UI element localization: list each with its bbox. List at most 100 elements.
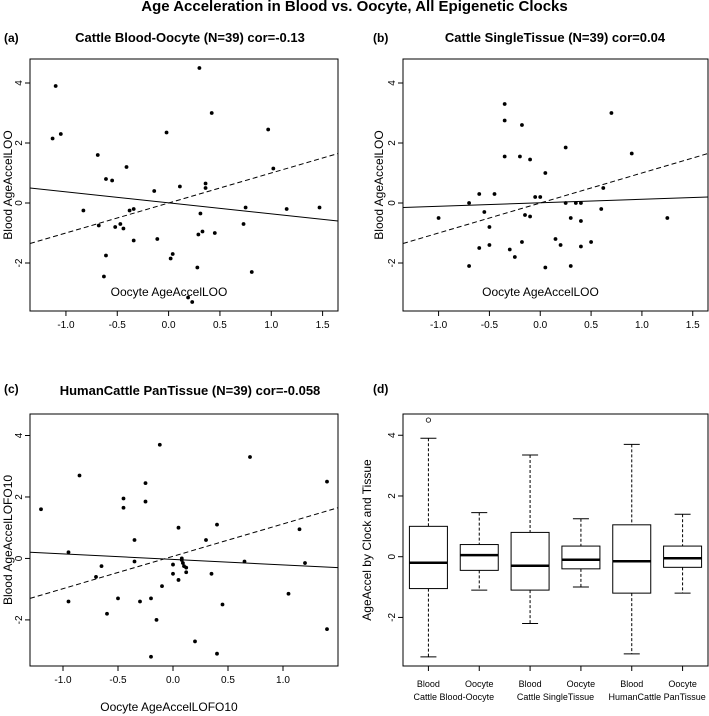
panel-c-point <box>209 571 214 576</box>
panel-a-point <box>95 153 100 157</box>
panel-a-point <box>196 232 201 237</box>
panel-a-point <box>203 181 208 186</box>
panel-a-xlabel: Oocyte AgeAccelLOO <box>111 285 228 299</box>
panel-a-point <box>198 211 203 216</box>
panel-a-point <box>168 256 173 261</box>
panel-a-identity-line <box>30 153 338 244</box>
panel-a-frame <box>29 58 339 312</box>
panel-b-point <box>579 244 583 249</box>
panel-c-point <box>303 561 307 565</box>
panel-c-point <box>154 618 159 622</box>
panel-c-point <box>116 596 120 601</box>
panel-b-point <box>558 243 563 247</box>
panel-a-point <box>186 295 191 300</box>
panel-d-box <box>663 545 703 568</box>
panel-a-point <box>177 184 182 189</box>
panel-b-point <box>436 216 441 220</box>
panel-c-point <box>94 574 98 579</box>
panel-c-point <box>204 538 208 542</box>
panel-b-identity-line <box>403 153 708 244</box>
panel-d-ylabel: AgeAccel by Clock and Tissue <box>360 459 374 621</box>
panel-b-point <box>502 102 507 106</box>
panel-c-xtick-label: 0.0 <box>166 675 180 686</box>
panel-d-box <box>459 544 499 571</box>
panel-b-point <box>477 192 482 196</box>
panel-a-point <box>152 189 157 193</box>
panel-a-point <box>113 225 118 229</box>
panel-a-xtick-label: 0.5 <box>213 320 227 331</box>
panel-d-outlier <box>425 417 432 423</box>
panel-a-point <box>195 265 200 270</box>
panel-a-point <box>249 270 254 274</box>
panel-b-point <box>568 264 573 268</box>
panel-b-ytick-label: -2 <box>387 258 398 267</box>
panel-a-point <box>164 130 169 135</box>
panel-a-ytick-label: 2 <box>14 140 25 146</box>
panel-b-xlabel: Oocyte AgeAccelLOO <box>482 285 599 299</box>
panel-a-point <box>104 253 108 258</box>
panel-d-box <box>408 525 448 590</box>
panel-b-point <box>543 265 548 270</box>
panel-b-point <box>568 216 573 220</box>
panel-b-point <box>538 195 543 199</box>
panel-b-title: Cattle SingleTissue (N=39) cor=0.04 <box>445 30 666 45</box>
panel-b-point <box>487 225 492 229</box>
panel-c-point <box>193 639 197 644</box>
panel-a-point <box>127 208 132 213</box>
panel-c-point <box>184 570 189 575</box>
panel-b-point <box>512 255 517 259</box>
panel-b-point <box>563 201 568 205</box>
panel-d-ytick-label: 0 <box>387 553 398 559</box>
panel-c-ytick-label: 0 <box>14 555 25 561</box>
panel-c-ylabel: Blood AgeAccelLOFO10 <box>1 475 15 605</box>
panel-c-identity-line <box>30 507 338 599</box>
panel-c-point <box>242 559 247 564</box>
panel-a-point <box>209 111 214 115</box>
panel-d-category-label: Oocyte <box>567 679 596 689</box>
panel-b-ylabel: Blood AgeAccelLOO <box>372 130 386 239</box>
panel-b-point <box>528 157 532 162</box>
panel-a-point <box>50 136 55 141</box>
panel-c-xtick-label: -1.0 <box>54 675 72 686</box>
panel-c-point <box>138 599 142 604</box>
panel-a-point <box>53 84 58 88</box>
panel-a-point <box>110 178 115 183</box>
panel-b-point <box>589 240 593 244</box>
panel-c-point <box>176 578 181 582</box>
panel-b-point <box>502 154 507 159</box>
panel-a-ytick-label: 4 <box>14 80 25 86</box>
panel-a-ytick-label: 0 <box>14 200 25 206</box>
panel-b-point <box>467 264 471 268</box>
panel-d-group-label: Cattle Blood-Oocyte <box>414 692 495 702</box>
panel-b-point <box>543 171 548 175</box>
panel-a-point <box>203 186 208 190</box>
panel-b-point <box>482 210 487 214</box>
panel-a-point <box>96 223 101 228</box>
panel-a-point <box>241 222 246 226</box>
panel-c-point <box>149 596 153 601</box>
panel-c-panel-label: (c) <box>4 382 19 396</box>
panel-c-point <box>66 599 71 604</box>
panel-b-point <box>599 207 604 211</box>
panel-a-point <box>121 226 126 231</box>
panel-b-point <box>609 111 614 115</box>
panel-a-xtick-label: 1.0 <box>264 320 278 331</box>
panel-c-point <box>220 602 225 607</box>
panel-d-frame <box>402 413 709 667</box>
panel-b-point <box>533 195 538 199</box>
panel-c-point <box>143 481 148 486</box>
panel-c-point <box>286 591 291 596</box>
panel-d-category-label: Blood <box>620 679 643 689</box>
panel-c-point <box>325 627 329 632</box>
panel-d-box <box>510 531 550 591</box>
panel-a-point <box>200 229 205 234</box>
panel-b-xtick-label: 0.0 <box>533 320 547 331</box>
panel-c-point <box>121 496 126 501</box>
panel-b-point <box>573 201 578 205</box>
panel-a-panel-label: (a) <box>4 31 19 45</box>
panel-b-point <box>492 192 497 196</box>
panel-c-point <box>99 564 104 569</box>
panel-d-ytick-label: 2 <box>387 493 398 499</box>
panel-b-panel-label: (b) <box>373 31 388 45</box>
panel-c-point <box>121 505 126 510</box>
